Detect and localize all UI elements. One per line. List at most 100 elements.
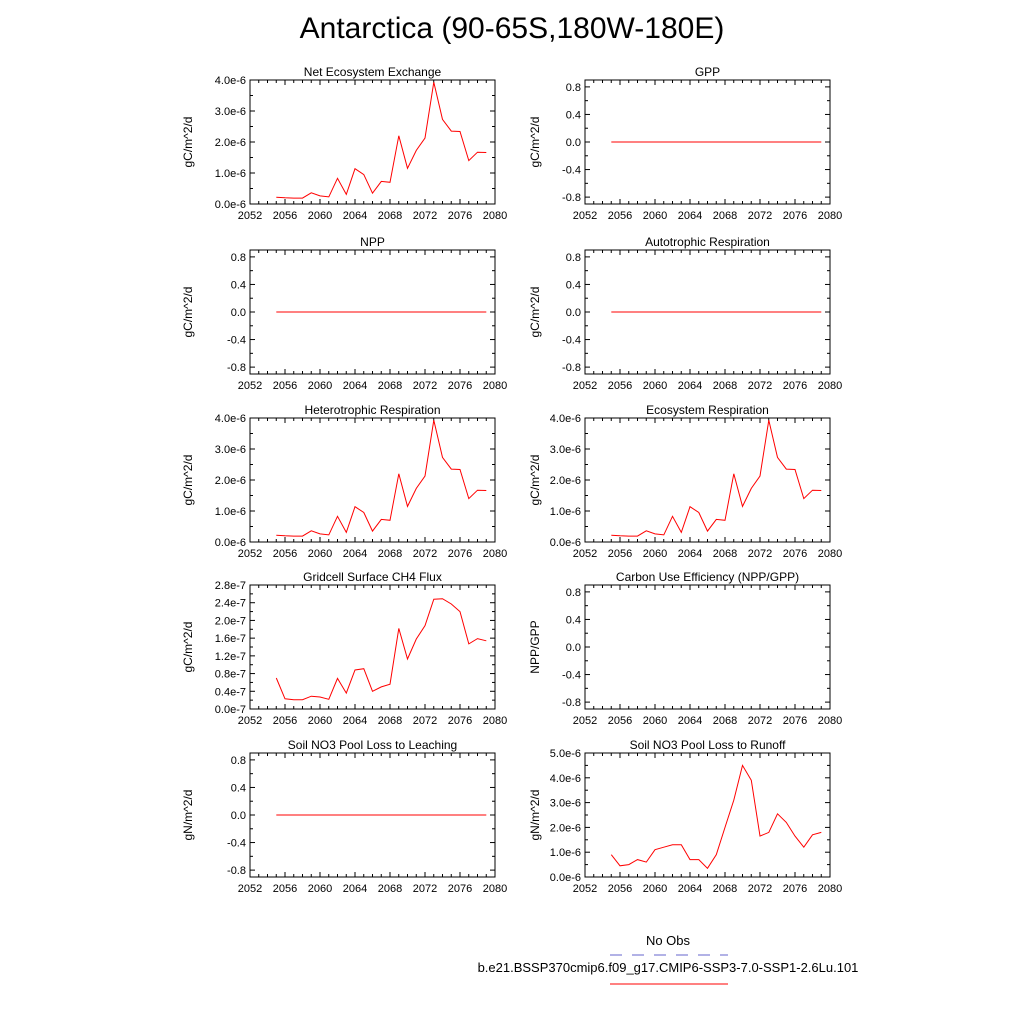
x-tick-label: 2064 [343, 548, 367, 560]
panel-frame [249, 417, 496, 543]
y-axis-label: NPP/GPP [528, 620, 542, 673]
x-tick-label: 2056 [273, 210, 297, 222]
y-tick-label: 3.0e-6 [550, 798, 581, 810]
x-tick-label: 2052 [238, 548, 262, 560]
x-tick-label: 2064 [678, 210, 702, 222]
x-tick-label: 2052 [238, 715, 262, 727]
y-axis-label: gC/m^2/d [528, 117, 542, 168]
x-tick-label: 2056 [273, 883, 297, 895]
y-axis-label: gC/m^2/d [528, 287, 542, 338]
y-tick-label: 0.8 [231, 252, 246, 264]
x-tick-label: 2076 [783, 548, 807, 560]
x-tick-label: 2060 [308, 210, 332, 222]
x-tick-label: 2052 [573, 548, 597, 560]
x-tick-label: 2068 [713, 715, 737, 727]
x-tick-label: 2080 [818, 548, 842, 560]
y-tick-label: 0.4 [566, 279, 581, 291]
y-axis-label: gC/m^2/d [181, 117, 195, 168]
panel-title: Net Ecosystem Exchange [304, 65, 442, 79]
y-tick-label: 5.0e-6 [550, 748, 581, 760]
y-tick-label: 0.8 [566, 587, 581, 599]
x-tick-label: 2068 [378, 380, 402, 392]
x-tick-label: 2052 [573, 883, 597, 895]
x-tick-label: 2060 [308, 548, 332, 560]
y-tick-label: 0.0e-6 [550, 537, 581, 549]
y-tick-label: 2.0e-7 [215, 615, 246, 627]
series-line [276, 82, 487, 199]
y-tick-label: 1.0e-6 [215, 506, 246, 518]
y-tick-label: 0.0 [231, 810, 246, 822]
x-tick-label: 2064 [678, 883, 702, 895]
x-tick-label: 2052 [573, 380, 597, 392]
panel-7: Gridcell Surface CH4 Flux 2052 2056 2060 206… [181, 570, 507, 727]
x-tick-label: 2076 [783, 380, 807, 392]
x-tick-label: 2060 [643, 548, 667, 560]
x-tick-label: 2056 [608, 715, 632, 727]
x-tick-label: 2068 [713, 883, 737, 895]
panel-9: Soil NO3 Pool Loss to Leaching 2052 2056 20… [181, 738, 507, 895]
x-tick-label: 2064 [343, 210, 367, 222]
x-tick-label: 2076 [448, 210, 472, 222]
x-tick-label: 2080 [483, 715, 507, 727]
panel-title: Soil NO3 Pool Loss to Leaching [288, 738, 457, 752]
figure-title: Antarctica (90-65S,180W-180E) [299, 12, 725, 45]
x-tick-label: 2072 [413, 715, 437, 727]
y-tick-label: 4.0e-6 [215, 413, 246, 425]
y-tick-label: 2.0e-6 [215, 475, 246, 487]
y-tick-label: -0.4 [562, 670, 581, 682]
y-tick-label: -0.8 [562, 362, 581, 374]
y-axis-label: gC/m^2/d [181, 622, 195, 673]
x-tick-label: 2080 [818, 883, 842, 895]
x-tick-label: 2056 [608, 210, 632, 222]
y-tick-label: 0.0e-7 [215, 704, 246, 716]
y-tick-label: 0.0 [231, 307, 246, 319]
x-tick-label: 2072 [413, 548, 437, 560]
x-tick-label: 2068 [378, 883, 402, 895]
y-tick-label: 2.0e-6 [550, 822, 581, 834]
x-tick-label: 2064 [678, 715, 702, 727]
x-tick-label: 2060 [308, 715, 332, 727]
x-tick-label: 2072 [413, 380, 437, 392]
x-tick-label: 2056 [608, 380, 632, 392]
series-line [275, 598, 487, 701]
y-tick-label: 0.4 [231, 782, 246, 794]
x-tick-label: 2080 [483, 210, 507, 222]
y-tick-label: 0.8 [566, 82, 581, 94]
y-tick-label: -0.4 [562, 165, 581, 177]
panel-8: Carbon Use Efficiency (NPP/GPP) 2052 2056 2… [528, 570, 842, 727]
y-tick-label: 3.0e-6 [215, 106, 246, 118]
y-tick-label: 0.4e-7 [215, 686, 246, 698]
x-tick-label: 2064 [343, 883, 367, 895]
x-tick-label: 2072 [413, 210, 437, 222]
x-tick-label: 2056 [608, 548, 632, 560]
x-tick-label: 2056 [273, 548, 297, 560]
y-tick-label: -0.8 [562, 697, 581, 709]
x-tick-label: 2072 [748, 883, 772, 895]
y-tick-label: 0.4 [566, 614, 581, 626]
x-tick-label: 2076 [448, 883, 472, 895]
panel-title: Gridcell Surface CH4 Flux [303, 570, 442, 584]
panel-6: Ecosystem Respiration 2052 2056 2060 2064 206… [528, 403, 842, 560]
y-tick-label: 0.0 [566, 137, 581, 149]
y-tick-label: 0.0 [566, 642, 581, 654]
x-tick-label: 2056 [273, 380, 297, 392]
x-tick-label: 2068 [713, 548, 737, 560]
y-tick-label: 4.0e-6 [215, 75, 246, 87]
y-tick-label: 0.0e-6 [550, 872, 581, 884]
x-tick-label: 2052 [238, 210, 262, 222]
y-tick-label: 0.8 [566, 252, 581, 264]
y-tick-label: 2.4e-7 [215, 598, 246, 610]
x-tick-label: 2080 [483, 548, 507, 560]
y-tick-label: 2.0e-6 [215, 137, 246, 149]
series-line [611, 420, 822, 537]
y-tick-label: 4.0e-6 [550, 773, 581, 785]
x-tick-label: 2076 [448, 548, 472, 560]
y-axis-label: gN/m^2/d [181, 790, 195, 841]
series-line [610, 764, 822, 870]
panel-frame [249, 79, 496, 205]
y-tick-label: -0.4 [227, 838, 246, 850]
series-line [276, 420, 487, 537]
y-tick-label: -0.8 [227, 362, 246, 374]
legend: No Obs b.e21.BSSP370cmip6.f09_g17.CMIP6-… [478, 933, 858, 985]
